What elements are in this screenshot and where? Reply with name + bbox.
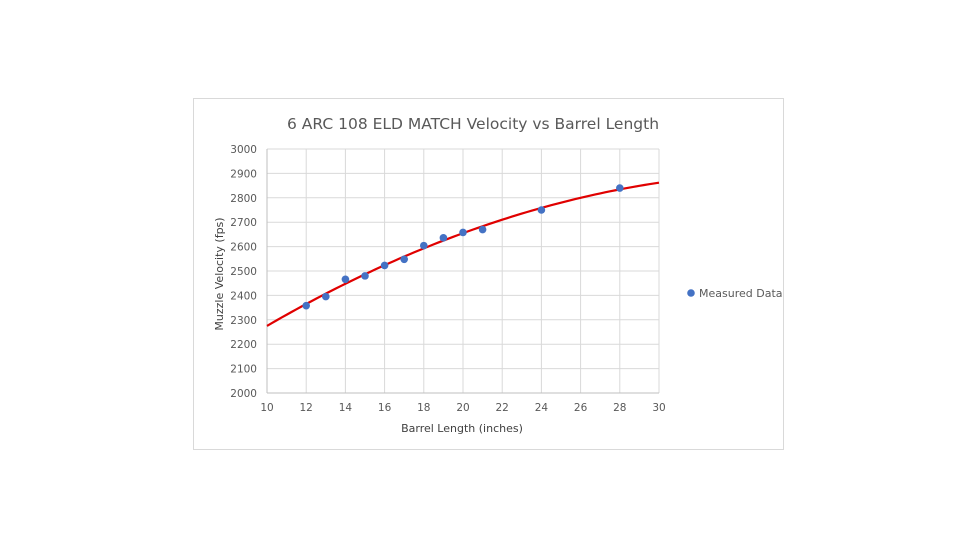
x-tick-label: 16 — [378, 402, 392, 414]
y-tick-label: 3000 — [230, 144, 257, 156]
x-axis-label: Barrel Length (inches) — [401, 422, 523, 435]
y-tick-label: 2400 — [230, 290, 257, 302]
y-tick-label: 2000 — [230, 388, 257, 400]
y-tick-label: 2500 — [230, 266, 257, 278]
data-point — [439, 234, 448, 242]
y-tick-label: 2300 — [230, 315, 257, 327]
legend-label: Measured Data — [699, 287, 783, 300]
x-tick-label: 14 — [339, 402, 353, 414]
data-point — [341, 275, 350, 284]
x-tick-label: 10 — [260, 402, 273, 414]
x-tick-label: 28 — [613, 402, 626, 414]
x-tick-label: 12 — [300, 402, 313, 414]
y-tick-label: 2700 — [230, 217, 257, 229]
x-tick-label: 26 — [574, 402, 588, 414]
chart-svg: 6 ARC 108 ELD MATCH Velocity vs Barrel L… — [213, 115, 783, 435]
x-tick-label: 30 — [652, 402, 665, 414]
legend-marker-icon — [687, 289, 695, 297]
data-point — [322, 292, 330, 301]
x-tick-label: 24 — [535, 402, 549, 414]
data-point — [380, 261, 389, 270]
data-points — [302, 184, 624, 310]
y-tick-label: 2100 — [230, 364, 257, 376]
chart-container: 6 ARC 108 ELD MATCH Velocity vs Barrel L… — [193, 98, 784, 450]
data-point — [478, 225, 487, 234]
x-axis-ticks: 10 12 14 16 18 20 22 24 26 28 30 — [260, 402, 665, 414]
y-tick-label: 2600 — [230, 242, 257, 254]
x-tick-label: 20 — [456, 402, 469, 414]
chart-title: 6 ARC 108 ELD MATCH Velocity vs Barrel L… — [287, 115, 659, 133]
data-point — [420, 241, 428, 250]
data-point — [459, 228, 467, 237]
grid-lines — [266, 148, 660, 394]
y-tick-label: 2200 — [230, 339, 257, 351]
legend: Measured Data — [687, 287, 783, 300]
data-point — [302, 301, 310, 310]
x-tick-label: 18 — [417, 402, 430, 414]
y-tick-label: 2800 — [230, 193, 257, 205]
data-point — [616, 184, 624, 192]
x-tick-label: 22 — [496, 402, 509, 414]
y-tick-label: 2900 — [230, 168, 257, 180]
data-point — [537, 206, 546, 214]
data-point — [361, 272, 369, 280]
y-axis-ticks: 2000 2100 2200 2300 2400 2500 2600 2700 2800 2900… — [230, 144, 257, 400]
y-axis-label: Muzzle Velocity (fps) — [213, 217, 226, 330]
data-point — [400, 255, 408, 264]
